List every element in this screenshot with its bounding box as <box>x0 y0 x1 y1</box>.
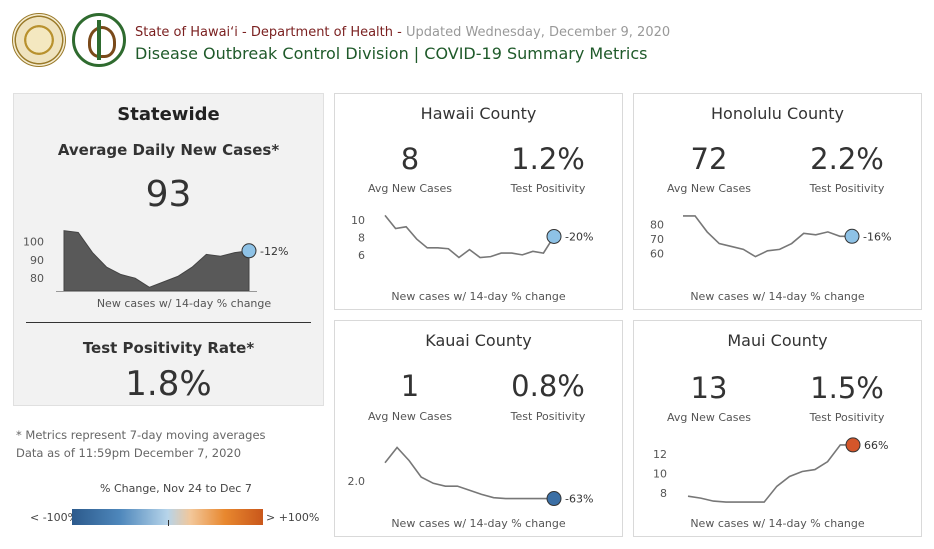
test-positivity-label: Test Positivity <box>809 411 885 424</box>
avg-new-cases-label: Avg New Cases <box>367 410 452 423</box>
y-tick-label: 12 <box>653 448 667 461</box>
county-title: Kauai County <box>425 331 532 350</box>
county-title: Hawaii County <box>420 104 537 123</box>
statewide-positivity-label: Test Positivity Rate* <box>82 339 255 357</box>
statewide-cases-label: Average Daily New Cases* <box>57 141 280 159</box>
percent-change-label: -63% <box>565 493 593 506</box>
county-title: Maui County <box>727 331 828 350</box>
y-tick-label: 8 <box>660 487 667 500</box>
state-seal-logo <box>12 13 66 67</box>
y-tick-label: 100 <box>23 236 44 249</box>
sparkline-caption: New cases w/ 14-day % change <box>391 517 566 530</box>
legend-zero-tick <box>168 520 169 526</box>
county-title: Honolulu County <box>711 104 844 123</box>
statewide-divider <box>26 322 311 323</box>
test-positivity-value: 1.2% <box>511 142 585 176</box>
y-tick-label: 60 <box>650 248 664 261</box>
latest-value-marker <box>845 437 861 453</box>
county-card-honolulu[interactable]: Honolulu County 72 Avg New Cases 2.2% Te… <box>633 93 922 310</box>
county-card-hawaii[interactable]: Hawaii County 8 Avg New Cases 1.2% Test … <box>334 93 623 310</box>
y-tick-label: 10 <box>351 214 365 227</box>
statewide-sparkline[interactable]: 80 90 100 -12% <box>14 219 325 314</box>
test-positivity-value: 0.8% <box>511 369 585 403</box>
percent-change-label: -16% <box>863 230 891 243</box>
trend-line <box>384 214 555 259</box>
legend-low-label: < -100% <box>30 511 79 524</box>
test-positivity-label: Test Positivity <box>510 182 586 195</box>
percent-change-label: -20% <box>565 230 593 243</box>
legend-color-scale <box>72 509 263 525</box>
avg-new-cases-value: 1 <box>400 369 420 403</box>
percent-change-label: 66% <box>864 439 888 452</box>
statewide-positivity-value: 1.8% <box>125 364 212 404</box>
statewide-cases-value: 93 <box>145 174 192 215</box>
statewide-title: Statewide <box>117 104 220 125</box>
sparkline-caption: New cases w/ 14-day % change <box>391 290 566 303</box>
y-tick-label: 10 <box>653 467 667 480</box>
latest-value-marker <box>241 243 257 259</box>
sparkline-caption: New cases w/ 14-day % change <box>690 290 865 303</box>
trend-area <box>63 230 250 292</box>
header-agency-line: State of Hawaiʻi - Department of Health … <box>135 25 670 40</box>
kauai-sparkline[interactable]: 2.0 -63% <box>335 436 624 516</box>
footnote-moving-average: * Metrics represent 7-day moving average… <box>16 428 266 442</box>
latest-value-marker <box>546 491 562 507</box>
avg-new-cases-label: Avg New Cases <box>666 411 751 424</box>
y-tick-label: 70 <box>650 233 664 246</box>
test-positivity-value: 2.2% <box>810 142 884 176</box>
y-tick-label: 90 <box>30 254 44 267</box>
dashboard-title: Disease Outbreak Control Division | COVI… <box>135 44 648 63</box>
avg-new-cases-label: Avg New Cases <box>367 182 452 195</box>
trend-line <box>687 444 853 503</box>
sparkline-caption: New cases w/ 14-day % change <box>690 517 865 530</box>
y-tick-label: 8 <box>358 231 365 244</box>
statewide-sparkline-caption: New cases w/ 14-day % change <box>96 297 272 310</box>
hawaii-sparkline[interactable]: 6 8 10 -20% <box>335 209 624 289</box>
y-tick-label: 80 <box>650 219 664 232</box>
trend-line <box>384 446 554 500</box>
latest-value-marker <box>844 228 860 244</box>
statewide-panel[interactable]: Statewide Average Daily New Cases* 93 80… <box>13 93 324 406</box>
department-of-health-logo <box>72 13 126 67</box>
latest-value-marker <box>546 228 562 244</box>
test-positivity-label: Test Positivity <box>510 410 586 423</box>
y-tick-label: 2.0 <box>348 475 366 488</box>
avg-new-cases-value: 72 <box>690 142 728 176</box>
legend-high-label: > +100% <box>266 511 320 524</box>
avg-new-cases-value: 13 <box>690 371 728 405</box>
percent-change-label: -12% <box>260 245 288 258</box>
footnote-data-date: Data as of 11:59pm December 7, 2020 <box>16 446 242 460</box>
avg-new-cases-label: Avg New Cases <box>666 182 751 195</box>
legend-title: % Change, Nov 24 to Dec 7 <box>100 482 252 495</box>
y-tick-label: 80 <box>30 272 44 285</box>
test-positivity-value: 1.5% <box>810 371 884 405</box>
trend-line <box>683 215 852 258</box>
test-positivity-label: Test Positivity <box>809 182 885 195</box>
county-card-kauai[interactable]: Kauai County 1 Avg New Cases 0.8% Test P… <box>334 320 623 537</box>
county-card-maui[interactable]: Maui County 13 Avg New Cases 1.5% Test P… <box>633 320 922 537</box>
avg-new-cases-value: 8 <box>400 142 420 176</box>
header-updated: Updated Wednesday, December 9, 2020 <box>405 25 671 40</box>
header-agency: State of Hawaiʻi - Department of Health … <box>135 25 402 40</box>
maui-sparkline[interactable]: 8 10 12 66% <box>634 436 923 516</box>
y-tick-label: 6 <box>358 249 365 262</box>
